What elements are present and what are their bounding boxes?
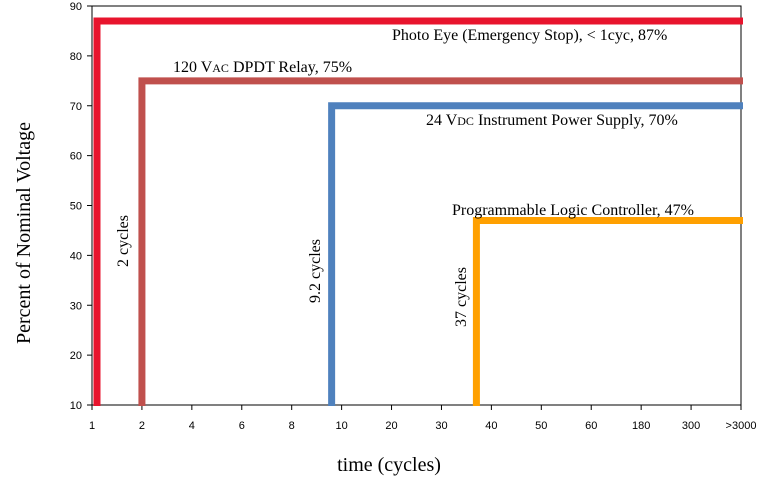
x-tick-label: 20 [385, 420, 397, 432]
x-tick-label: 300 [682, 420, 700, 432]
x-tick-label: 180 [632, 420, 650, 432]
y-tick-label: 30 [70, 300, 82, 312]
x-axis: 1 2 4 6 8 10 20 30 40 50 60 180 300 >3000 [89, 405, 757, 432]
y-tick-label: 20 [70, 350, 82, 362]
plot-area [91, 5, 742, 406]
x-tick-label: 8 [289, 420, 295, 432]
y-tick-label: 60 [70, 151, 82, 163]
series-line-1 [138, 77, 743, 406]
x-tick-label: 50 [535, 420, 547, 432]
y-tick-label: 40 [70, 250, 82, 262]
x-tick-label: 2 [139, 420, 145, 432]
x-tick-label: 30 [435, 420, 447, 432]
series-line-3 [472, 216, 743, 406]
x-tick-label: 1 [89, 420, 95, 432]
series-label-power-supply: 24 VDC Instrument Power Supply, 70% [426, 112, 678, 129]
series-label-relay: 120 VAC DPDT Relay, 75% [173, 59, 352, 76]
cycle-label-relay: 2 cycles [115, 215, 132, 267]
x-tick-label: 6 [239, 420, 245, 432]
x-tick-label: 4 [189, 420, 195, 432]
series-layer [93, 17, 743, 406]
x-tick-label: >3000 [726, 420, 757, 432]
y-tick-label: 90 [70, 1, 82, 13]
y-axis: 10 20 30 40 50 60 70 80 90 [70, 1, 92, 412]
series-line-2 [328, 102, 743, 406]
x-tick-label: 60 [585, 420, 597, 432]
y-tick-label: 80 [70, 51, 82, 63]
series-label-plc: Programmable Logic Controller, 47% [452, 202, 694, 219]
series-line-0 [93, 17, 743, 406]
x-axis-title: time (cycles) [337, 454, 441, 476]
cycle-label-plc: 37 cycles [453, 267, 470, 327]
series-label-photo-eye: Photo Eye (Emergency Stop), < 1cyc, 87% [392, 27, 667, 44]
y-tick-label: 10 [70, 400, 82, 412]
y-tick-label: 70 [70, 101, 82, 113]
y-axis-title: Percent of Nominal Voltage [13, 122, 35, 344]
x-tick-label: 10 [335, 420, 347, 432]
y-tick-label: 50 [70, 201, 82, 213]
cycle-label-power-supply: 9.2 cycles [307, 239, 324, 303]
x-tick-label: 40 [485, 420, 497, 432]
